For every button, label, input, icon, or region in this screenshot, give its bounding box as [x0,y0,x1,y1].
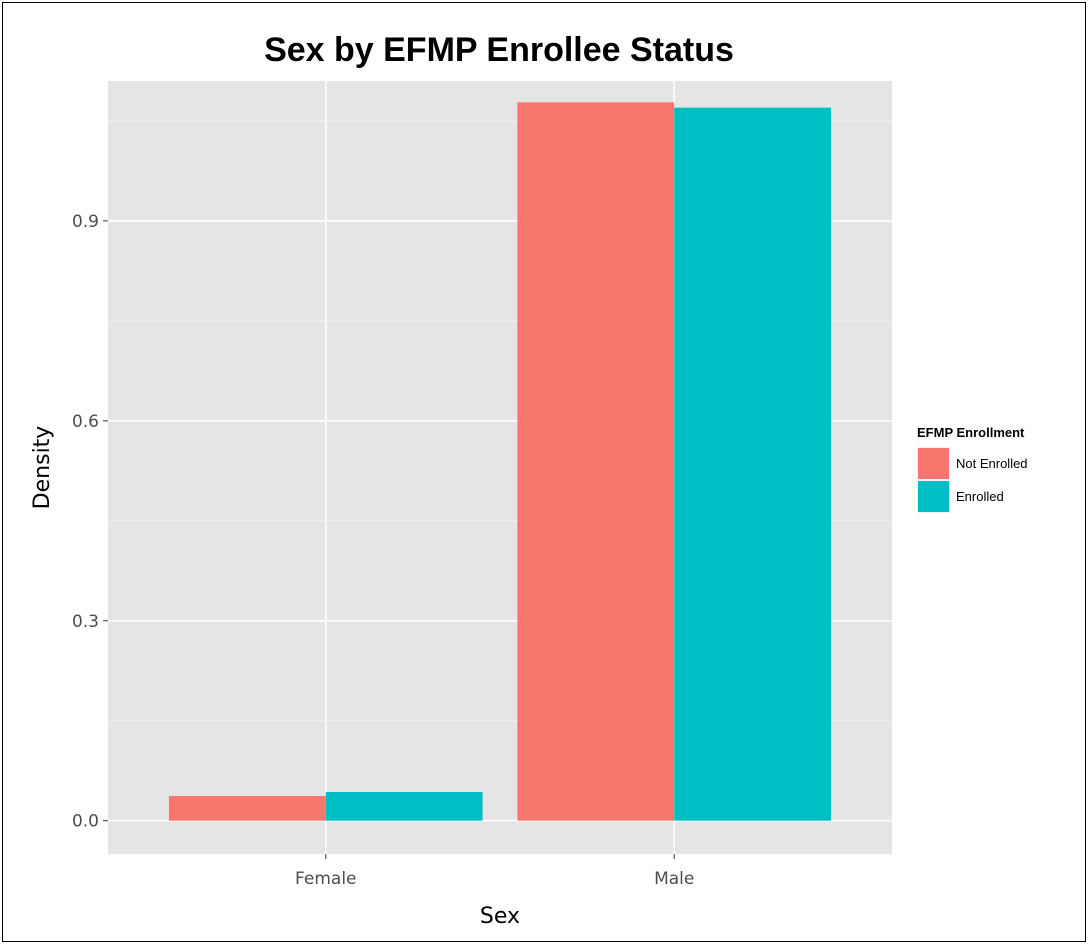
bars [168,102,832,821]
bar-enrolled-female [325,792,483,821]
y-tick-label: 0.6 [72,412,99,432]
bar-not-enrolled-female [168,796,326,821]
x-tick-label: Female [295,869,356,889]
bar-not-enrolled-male [517,102,675,821]
legend-key-not-enrolled [918,448,949,479]
legend-label: Enrolled [956,489,1004,504]
x-axis-ticks: Female Male [295,854,694,889]
x-tick-label: Male [654,869,694,889]
x-axis-title: Sex [480,904,520,929]
y-tick-label: 0.3 [72,612,99,632]
y-axis-ticks: 0.0 0.3 0.6 0.9 [72,212,108,832]
legend-title: EFMP Enrollment [917,425,1025,440]
y-axis-title: Density [30,426,55,510]
chart-title: Sex by EFMP Enrollee Status [264,31,734,69]
legend-label: Not Enrolled [956,456,1028,471]
y-tick-label: 0.9 [72,212,99,232]
chart: Sex by EFMP Enrollee Status 0.0 0.3 0.6 0.9… [30,31,1028,929]
legend-key-enrolled [918,481,949,512]
legend: EFMP Enrollment Not Enrolled Enrolled [917,425,1028,513]
bar-enrolled-male [674,107,832,821]
y-tick-label: 0.0 [72,812,99,832]
